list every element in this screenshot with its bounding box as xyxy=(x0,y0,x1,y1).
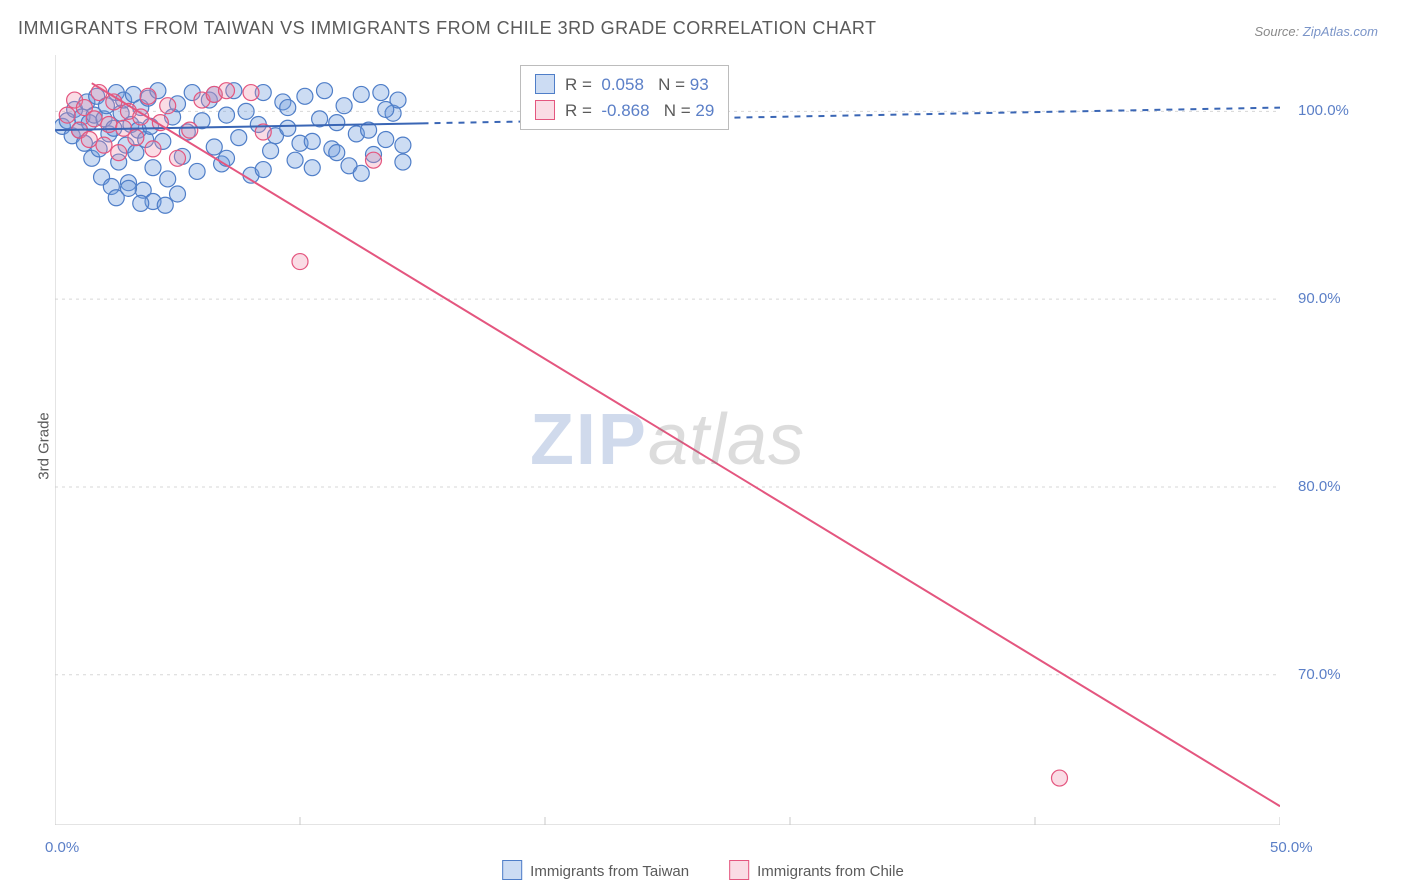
legend-swatch xyxy=(535,100,555,120)
legend-item: Immigrants from Chile xyxy=(729,860,904,880)
stat-legend-row: R = 0.058 N = 93 xyxy=(535,72,714,98)
stat-n-value: 93 xyxy=(690,75,709,94)
legend-swatch xyxy=(535,74,555,94)
y-tick: 70.0% xyxy=(1298,666,1341,683)
source-link[interactable]: ZipAtlas.com xyxy=(1303,24,1378,39)
stat-legend-row: R = -0.868 N = 29 xyxy=(535,98,714,124)
source-attribution: Source: ZipAtlas.com xyxy=(1254,24,1378,39)
series-legend: Immigrants from Taiwan Immigrants from Ch… xyxy=(502,860,904,880)
legend-label: Immigrants from Chile xyxy=(757,863,904,880)
plot-area: ZIPatlas R = 0.058 N = 93R = -0.868 N = … xyxy=(55,55,1280,825)
legend-label: Immigrants from Taiwan xyxy=(530,863,689,880)
chart-svg xyxy=(55,55,1280,825)
y-tick: 100.0% xyxy=(1298,102,1349,119)
statistics-legend: R = 0.058 N = 93R = -0.868 N = 29 xyxy=(520,65,729,130)
x-tick: 0.0% xyxy=(45,839,79,856)
y-tick: 80.0% xyxy=(1298,478,1341,495)
chart-title: IMMIGRANTS FROM TAIWAN VS IMMIGRANTS FRO… xyxy=(18,18,877,39)
y-axis-label: 3rd Grade xyxy=(35,412,52,480)
y-tick: 90.0% xyxy=(1298,290,1341,307)
stat-n-value: 29 xyxy=(695,101,714,120)
legend-swatch xyxy=(729,860,749,880)
legend-item: Immigrants from Taiwan xyxy=(502,860,689,880)
source-prefix: Source: xyxy=(1254,24,1302,39)
stat-r-value: 0.058 xyxy=(601,75,644,94)
x-tick: 50.0% xyxy=(1270,839,1313,856)
legend-swatch xyxy=(502,860,522,880)
stat-r-value: -0.868 xyxy=(601,101,649,120)
